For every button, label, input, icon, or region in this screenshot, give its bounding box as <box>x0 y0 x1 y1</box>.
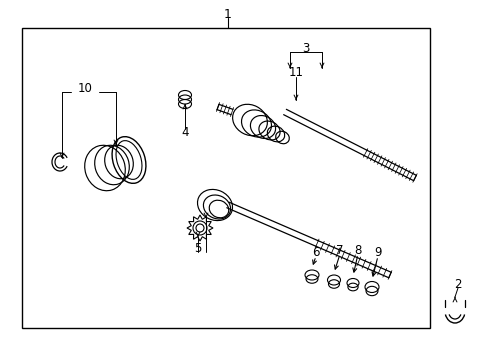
Text: 7: 7 <box>336 243 343 256</box>
Text: 10: 10 <box>78 81 92 94</box>
Text: 8: 8 <box>354 243 361 256</box>
Text: 3: 3 <box>302 41 309 54</box>
Text: 5: 5 <box>194 242 201 255</box>
Text: 4: 4 <box>181 126 188 139</box>
Text: 9: 9 <box>373 246 381 258</box>
Bar <box>22 28 429 328</box>
Text: 2: 2 <box>453 278 461 291</box>
Text: 1: 1 <box>224 8 231 21</box>
Text: 6: 6 <box>312 246 319 258</box>
Text: 11: 11 <box>288 66 303 78</box>
